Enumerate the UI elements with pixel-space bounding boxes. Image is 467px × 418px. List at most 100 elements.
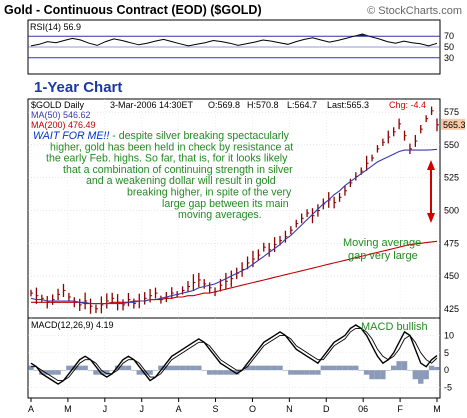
macd-histogram-bar xyxy=(233,370,240,375)
x-tick-label: D xyxy=(323,404,330,414)
x-tick-label: A xyxy=(28,404,34,414)
macd-histogram-bar xyxy=(179,365,186,371)
macd-histogram-bar xyxy=(55,370,61,375)
macd-histogram-bar xyxy=(385,370,391,371)
rsi-tick-label: 30 xyxy=(444,53,454,63)
rsi-tick-label: 50 xyxy=(444,42,454,52)
commentary-line: the early Feb. highs. So far, that is, f… xyxy=(46,153,288,165)
info-low: L:564.7 xyxy=(287,100,317,110)
price-tick-label: 425 xyxy=(444,304,459,314)
gap-arrow-head-up xyxy=(427,160,435,170)
commentary-text: the early Feb. highs. So far, that is, f… xyxy=(46,153,288,165)
macd-histogram-bar xyxy=(174,365,180,371)
commentary-line: large gap between its main xyxy=(162,198,289,210)
macd-histogram-bar xyxy=(217,370,224,375)
macd-histogram-bar xyxy=(315,370,321,375)
macd-histogram-bar xyxy=(206,370,213,375)
commentary-line: that a combination of continuing strengt… xyxy=(63,164,293,176)
macd-histogram-bar xyxy=(49,370,56,375)
macd-histogram-bar xyxy=(93,370,99,375)
macd-histogram-bar xyxy=(223,370,229,375)
macd-label: MACD(12,26,9) 4.19 xyxy=(31,320,114,330)
last-price-label: 565.3 xyxy=(443,120,466,130)
macd-histogram-bar xyxy=(336,365,343,371)
macd-signal-line xyxy=(31,327,438,382)
macd-histogram-bar xyxy=(228,370,235,375)
commentary-text: breaking higher, in spite of the very xyxy=(127,187,292,199)
price-tick-label: 550 xyxy=(444,140,459,150)
macd-histogram-bar xyxy=(374,370,381,380)
ma200-label: MA(200) 476.49 xyxy=(31,120,96,130)
macd-histogram-bar xyxy=(190,365,197,371)
rsi-overbought-fill xyxy=(354,34,371,37)
period-label: 1-Year Chart xyxy=(34,79,122,96)
macd-histogram-bar xyxy=(434,367,440,371)
commentary-text: - despite silver breaking spectacularly xyxy=(109,130,289,142)
x-tick-label: F xyxy=(397,404,403,414)
commentary-text: higher, gold has been held in check by r… xyxy=(50,141,293,153)
macd-histogram-bar xyxy=(271,365,278,371)
x-tick-label: M xyxy=(64,404,72,414)
commentary: WAIT FOR ME!! - despite silver breaking … xyxy=(33,130,293,221)
price-info-bar: $GOLD Daily 3-Mar-2006 14:30ET O:569.8 H… xyxy=(31,100,426,110)
macd-histogram-bar xyxy=(288,370,294,375)
macd-histogram-bar xyxy=(33,370,40,371)
macd-line xyxy=(30,324,438,385)
macd-histogram-bar xyxy=(418,370,424,384)
info-open: O:569.8 xyxy=(208,100,240,110)
macd-tick-label: 5 xyxy=(444,348,449,358)
macd-histogram-bar xyxy=(244,365,251,371)
macd-histogram-bar xyxy=(298,370,305,375)
macd-histogram-bar xyxy=(353,365,359,371)
macd-histogram-bar xyxy=(185,365,191,371)
commentary-text: moving averages. xyxy=(178,209,262,221)
macd-histogram-bar xyxy=(358,370,364,371)
info-symbol: $GOLD Daily xyxy=(31,100,85,110)
macd-histogram-bar xyxy=(141,370,148,375)
info-high: H:570.8 xyxy=(247,100,279,110)
macd-histogram-bar xyxy=(87,370,94,371)
gap-arrow-head-down xyxy=(427,213,435,223)
rsi-label: RSI(14) 56.9 xyxy=(30,22,81,32)
x-tick-label: J xyxy=(139,404,144,414)
commentary-text: that a combination of continuing strengt… xyxy=(63,164,293,176)
macd-histogram-bar xyxy=(82,365,88,371)
macd-tick-label: 0 xyxy=(444,365,449,375)
macd-histogram-bar xyxy=(423,370,429,380)
macd-histogram-bar xyxy=(60,370,67,371)
macd-histogram-bar xyxy=(98,370,105,375)
chart-title: Gold - Continuous Contract (EOD) ($GOLD) xyxy=(4,3,262,17)
macd-histogram-bar xyxy=(169,365,175,371)
rsi-tick-label: 70 xyxy=(444,31,454,41)
macd-histogram-bar xyxy=(39,370,45,375)
macd-histogram-bar xyxy=(250,365,256,371)
macd-histogram-bar xyxy=(390,365,397,371)
macd-histogram-bar xyxy=(428,365,435,371)
gap-annotation-line1: Moving average xyxy=(343,237,421,249)
macd-tick-label: -5 xyxy=(444,383,452,393)
macd-histogram-bar xyxy=(28,365,34,371)
macd-histogram-bar xyxy=(66,365,72,371)
macd-histogram-bar xyxy=(320,365,327,371)
macd-histogram-bar xyxy=(147,370,153,375)
macd-annotation: MACD bullish xyxy=(361,321,428,333)
commentary-line: higher, gold has been held in check by r… xyxy=(50,141,293,153)
macd-histogram-bar xyxy=(396,361,402,371)
macd-histogram-bar xyxy=(380,370,386,380)
macd-histogram-bar xyxy=(109,370,115,371)
macd-tick-label: 10 xyxy=(444,330,454,340)
price-panel xyxy=(27,98,441,319)
macd-histogram-bar xyxy=(120,365,126,371)
price-tick-label: 575 xyxy=(444,107,459,117)
commentary-line: breaking higher, in spite of the very xyxy=(127,187,292,199)
x-tick-label: O xyxy=(249,404,256,414)
info-last: Last:565.3 xyxy=(327,100,369,110)
macd-histogram-bar xyxy=(347,365,354,371)
macd-histogram-bar xyxy=(255,365,262,371)
macd-histogram-bar xyxy=(261,365,267,371)
x-tick-label: N xyxy=(286,404,293,414)
macd-histogram-bar xyxy=(114,365,121,371)
macd-histogram-bar xyxy=(201,370,207,371)
x-tick-label: 06 xyxy=(358,404,368,414)
macd-histogram-bar xyxy=(369,370,375,380)
